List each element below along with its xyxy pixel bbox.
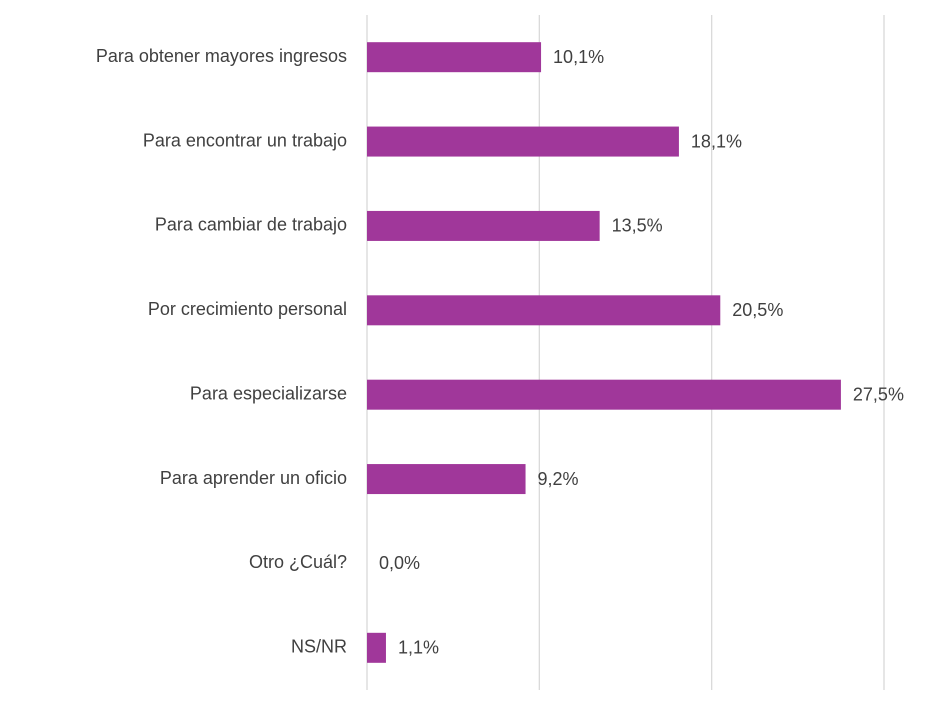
value-label: 20,5% (732, 300, 783, 320)
bar (367, 632, 386, 663)
value-label: 9,2% (538, 469, 579, 489)
bar (367, 42, 542, 73)
value-label: 13,5% (612, 216, 663, 236)
bar (367, 464, 526, 495)
category-label: NS/NR (291, 637, 347, 657)
category-label: Para especializarse (190, 383, 347, 403)
category-label: Para aprender un oficio (160, 468, 347, 488)
value-label: 1,1% (398, 638, 439, 658)
category-label: Otro ¿Cuál? (249, 552, 347, 572)
category-label: Por crecimiento personal (148, 299, 347, 319)
value-label: 27,5% (853, 384, 904, 404)
value-label: 10,1% (553, 47, 604, 67)
bar (367, 379, 841, 410)
value-label: 18,1% (691, 131, 742, 151)
category-label: Para cambiar de trabajo (155, 215, 347, 235)
value-label: 0,0% (379, 553, 420, 573)
bar (367, 126, 679, 157)
bar (367, 295, 721, 326)
category-label: Para encontrar un trabajo (143, 130, 347, 150)
bar (367, 210, 600, 241)
category-label: Para obtener mayores ingresos (96, 46, 347, 66)
